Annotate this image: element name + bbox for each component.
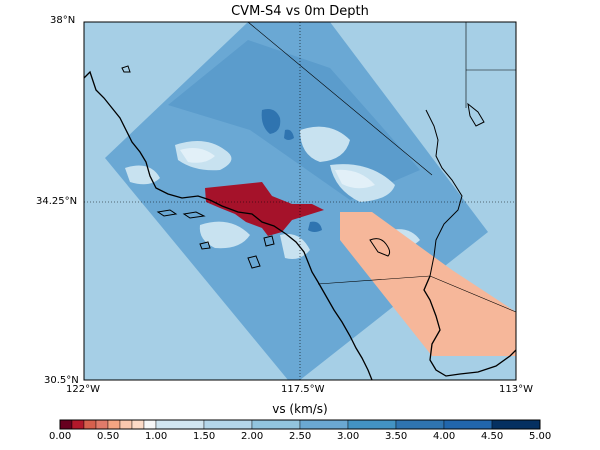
political-boundaries <box>247 21 517 313</box>
colorbar-tick-label: 2.50 <box>289 431 312 442</box>
lat-tick-top: 38°N <box>50 15 76 26</box>
colorbar-bin <box>107 419 121 430</box>
colorbar-bin <box>155 419 205 430</box>
colorbar-tick-label: 0.00 <box>49 431 72 442</box>
colorbar-tick-label: 1.50 <box>193 431 216 442</box>
colorbar-bin <box>119 419 133 430</box>
colorbar-bin <box>95 419 109 430</box>
salton-zone <box>340 212 516 356</box>
colorbar-bin <box>59 419 73 430</box>
lon-tick-center: 117.5°W <box>281 384 325 395</box>
colorbar-tick-label: 3.00 <box>337 431 360 442</box>
colorbar-bin <box>131 419 145 430</box>
coastline <box>83 70 373 381</box>
colorbar-bin <box>203 419 253 430</box>
channel-islands <box>121 65 275 269</box>
colorbar-bin <box>299 419 349 430</box>
colorbar-tick-label: 2.00 <box>241 431 264 442</box>
pale-velocity-patches <box>180 148 375 189</box>
colorbar-label: vs (km/s) <box>272 402 328 416</box>
colorbar-bin <box>347 419 397 430</box>
dark-velocity-patches <box>261 109 322 232</box>
map-title: CVM-S4 vs 0m Depth <box>231 4 369 19</box>
colorbar-bin <box>83 419 97 430</box>
colorbar-tick-label: 3.50 <box>385 431 408 442</box>
lat-tick-bottom: 30.5°N <box>44 375 79 386</box>
colorbar-tick-label: 5.00 <box>529 431 552 442</box>
lon-tick-left: 122°W <box>66 384 100 395</box>
colorbar-bin <box>491 419 541 430</box>
colorado-river <box>425 109 463 277</box>
colorbar-bin <box>395 419 445 430</box>
colorbar <box>59 419 541 430</box>
colorbar-frame <box>59 419 541 430</box>
colorbar-bin <box>443 419 493 430</box>
gulf-coastline <box>423 275 517 377</box>
low-velocity-basin <box>205 182 324 236</box>
colorbar-tick-label: 4.50 <box>481 431 504 442</box>
colorbar-bin <box>71 419 85 430</box>
map-frame <box>83 21 517 381</box>
colorbar-tick-label: 0.50 <box>97 431 120 442</box>
graticule <box>84 22 516 380</box>
model-region-upper <box>168 40 420 200</box>
lake-mead <box>467 102 485 127</box>
lon-tick-right: 113°W <box>499 384 533 395</box>
colorbar-bin <box>251 419 301 430</box>
colorbar-bin <box>143 419 157 430</box>
lat-tick-middle: 34.25°N <box>36 196 78 207</box>
colorbar-tick-label: 4.00 <box>433 431 456 442</box>
colorbar-tick-label: 1.00 <box>145 431 168 442</box>
salton-sea <box>369 238 391 257</box>
